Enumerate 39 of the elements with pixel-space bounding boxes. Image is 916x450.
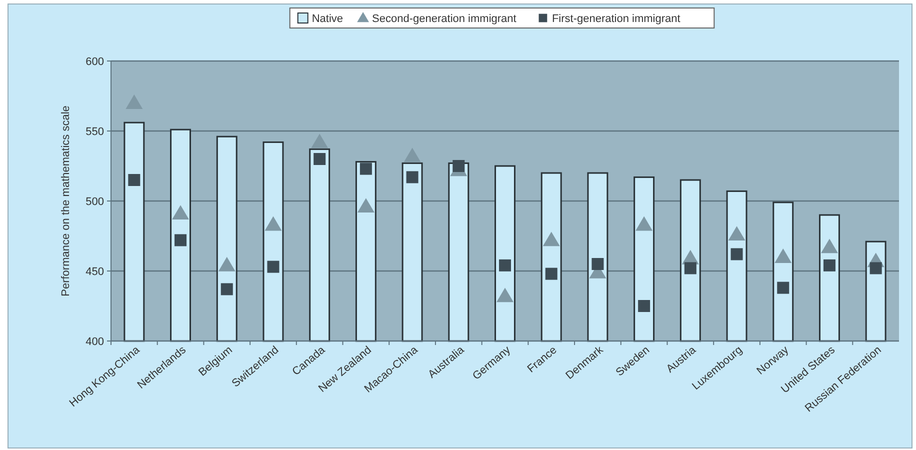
- point: [636, 216, 653, 231]
- point: [314, 153, 326, 165]
- point: [264, 216, 282, 231]
- point: [404, 148, 421, 162]
- point: [728, 226, 746, 241]
- legend-label: Native: [312, 12, 344, 25]
- legend-label: Second-generation immigrant: [372, 12, 516, 25]
- point: [820, 238, 838, 254]
- y-tick-label: 400: [86, 336, 104, 348]
- point: [730, 248, 743, 260]
- point: [360, 162, 372, 175]
- legend-label: First-generation immigrant: [552, 12, 680, 25]
- point: [311, 134, 328, 148]
- point: [267, 260, 280, 273]
- point: [542, 232, 560, 246]
- y-tick-label: 500: [86, 196, 104, 208]
- point: [218, 256, 236, 272]
- point: [777, 282, 790, 294]
- point: [220, 283, 233, 296]
- point: [406, 171, 418, 184]
- y-tick-label: 450: [86, 266, 104, 278]
- point: [592, 258, 604, 270]
- point: [545, 268, 558, 280]
- point: [174, 234, 187, 246]
- y-axis-title: Performance on the mathematics scale: [60, 106, 72, 296]
- point: [496, 288, 514, 302]
- point: [823, 259, 836, 272]
- point: [499, 259, 511, 272]
- point: [452, 160, 465, 172]
- point: [128, 174, 140, 186]
- y-tick-label: 600: [86, 56, 104, 68]
- point: [870, 262, 882, 274]
- point: [684, 262, 696, 274]
- point: [638, 300, 650, 312]
- y-tick-label: 550: [86, 126, 104, 138]
- point: [774, 248, 792, 263]
- point: [172, 205, 190, 220]
- point: [357, 198, 374, 213]
- point: [126, 94, 143, 109]
